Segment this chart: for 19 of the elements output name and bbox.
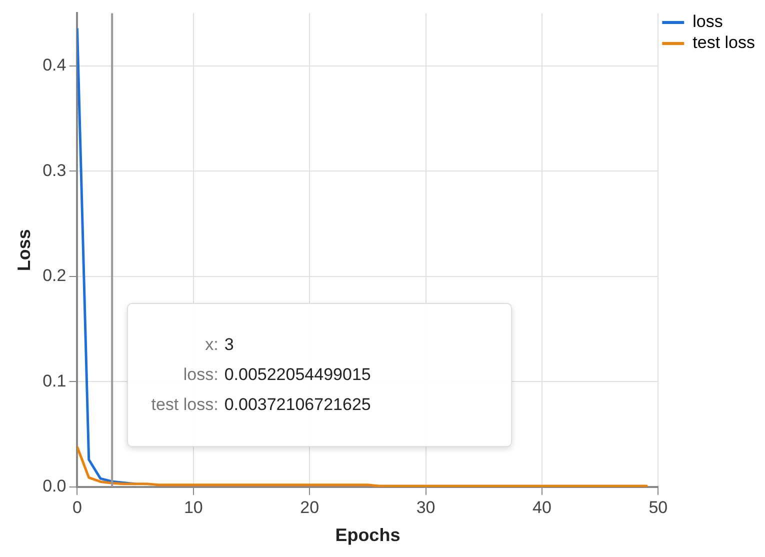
y-tick-label: 0.0 xyxy=(42,476,66,496)
y-tick-label: 0.4 xyxy=(42,56,66,75)
y-tick-label: 0.3 xyxy=(42,160,66,180)
legend-label: loss xyxy=(692,12,723,32)
x-tick-label: 0 xyxy=(72,498,82,517)
legend-label: test loss xyxy=(692,33,756,52)
x-tick-label: 10 xyxy=(184,498,203,517)
y-tick-label: 0.2 xyxy=(42,266,66,286)
annotation: loss: 0.00522054499015 xyxy=(182,364,372,386)
tooltip-panel: x: 3 loss: 0.00522054499015 test loss: 0.00372106721625 xyxy=(127,303,512,448)
x-tick-label: 50 xyxy=(648,498,668,517)
x-tick-label: 40 xyxy=(532,498,552,517)
y-axis-title: Loss xyxy=(14,229,34,272)
annotation: x: 3 xyxy=(204,334,235,356)
x-tick-label: 20 xyxy=(300,498,320,517)
x-axis-title: Epochs xyxy=(335,525,400,546)
annotation: test loss: 0.00372106721625 xyxy=(150,394,372,416)
x-tick-label: 30 xyxy=(416,498,436,517)
y-tick-label: 0.1 xyxy=(42,371,66,390)
